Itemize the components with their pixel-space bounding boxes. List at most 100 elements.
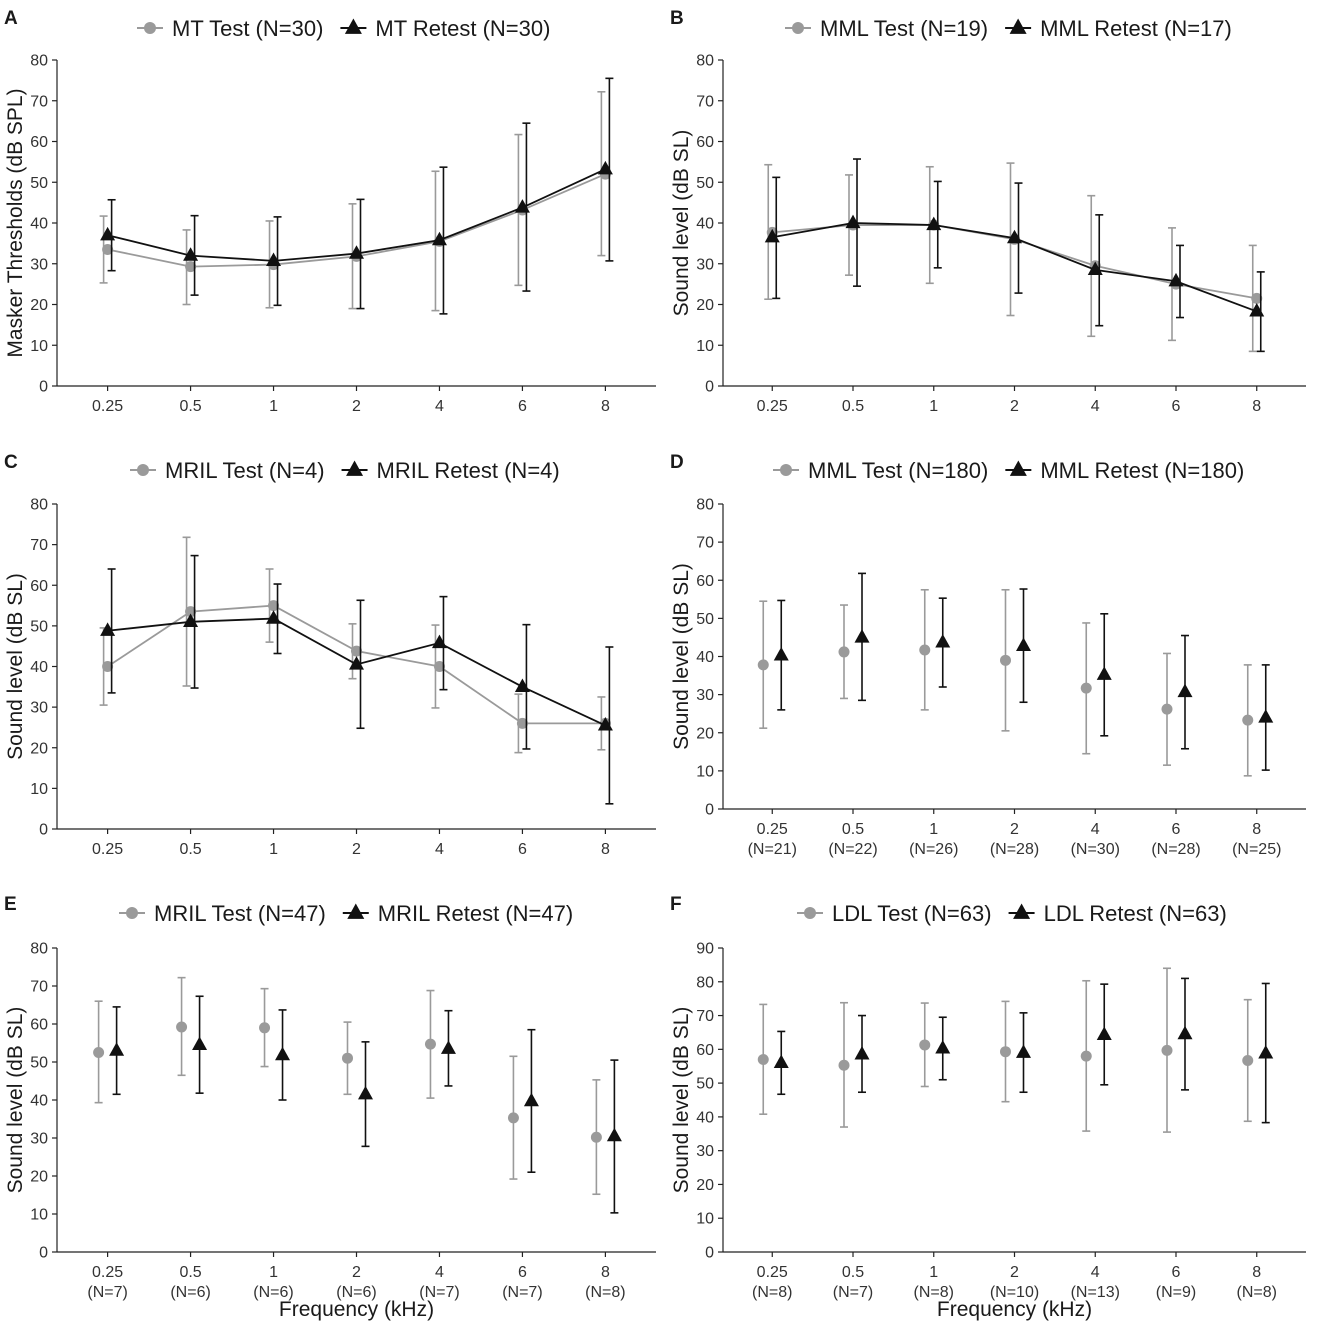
- y-tick-label: 70: [30, 537, 48, 554]
- x-tick-n-label: (N=7): [87, 1284, 127, 1301]
- x-tick-label: 4: [1091, 821, 1100, 838]
- data-point-retest: [1168, 272, 1184, 287]
- legend-test-label: LDL Test (N=63): [832, 901, 992, 926]
- x-tick-n-label: (N=8): [752, 1284, 792, 1301]
- legend: LDL Test (N=63) LDL Retest (N=63): [797, 901, 1227, 926]
- data-point-retest: [1258, 709, 1274, 723]
- x-tick-label: 0.5: [179, 841, 201, 858]
- x-tick-n-label: (N=7): [502, 1284, 542, 1301]
- legend-retest-label: MML Retest (N=180): [1040, 458, 1244, 483]
- panel-letter: D: [670, 452, 684, 473]
- series-test: [99, 536, 611, 754]
- y-tick-label: 30: [30, 1131, 48, 1148]
- x-tick-label: 6: [1172, 398, 1181, 415]
- y-tick-label: 80: [696, 53, 714, 70]
- y-tick-label: 40: [30, 1093, 48, 1110]
- data-point-retest: [926, 216, 942, 231]
- legend-retest-marker: [1009, 460, 1027, 476]
- x-tick-label: 4: [435, 841, 444, 858]
- data-point-retest: [1258, 1045, 1274, 1059]
- data-point-test: [102, 661, 114, 672]
- y-tick-label: 50: [30, 1055, 48, 1072]
- x-tick-label: 1: [929, 398, 938, 415]
- x-tick-label: 4: [1091, 1264, 1100, 1281]
- data-point-test: [838, 646, 850, 658]
- legend-retest-marker: [1009, 18, 1027, 34]
- x-tick-label: 2: [352, 841, 361, 858]
- legend-retest-marker: [344, 18, 362, 34]
- y-tick-label: 10: [30, 1207, 48, 1224]
- x-tick-n-label: (N=25): [1232, 841, 1281, 858]
- legend-retest-marker: [346, 460, 364, 476]
- data-point-test: [1000, 654, 1011, 666]
- x-tick-label: 8: [601, 1264, 610, 1281]
- x-tick-n-label: (N=9): [1156, 1284, 1196, 1301]
- x-tick-label: 0.25: [757, 1264, 788, 1281]
- data-point-retest: [523, 1092, 539, 1107]
- series-test: [764, 162, 1263, 353]
- data-point-test: [1161, 1044, 1173, 1056]
- x-axis-title: Frequency (kHz): [937, 1298, 1092, 1321]
- data-point-test: [259, 1022, 271, 1034]
- data-point-retest: [935, 634, 951, 648]
- y-tick-label: 80: [30, 53, 48, 70]
- series-retest: [109, 995, 622, 1214]
- data-point-test: [102, 243, 114, 255]
- data-point-test: [1000, 1046, 1011, 1058]
- data-point-retest: [1096, 1026, 1112, 1040]
- y-tick-label: 0: [705, 1245, 714, 1262]
- legend-test-marker: [144, 22, 156, 34]
- y-tick-label: 20: [696, 725, 714, 742]
- data-point-retest: [349, 245, 364, 259]
- y-tick-label: 40: [30, 659, 48, 676]
- data-point-test: [507, 1112, 519, 1124]
- data-point-retest: [1177, 1025, 1193, 1040]
- panel-b: B MML Test (N=19) MML Retest (N=17) 0 10 20 30…: [670, 8, 1306, 415]
- data-point-retest: [431, 634, 447, 649]
- legend-retest-label: LDL Retest (N=63): [1044, 901, 1227, 926]
- x-tick-label: 6: [518, 841, 527, 858]
- x-tick-n-label: (N=6): [336, 1284, 376, 1301]
- y-axis-title: Sound level (dB SL): [4, 1007, 27, 1194]
- x-tick-n-label: (N=13): [1071, 1284, 1120, 1301]
- data-point-retest: [773, 1054, 789, 1068]
- y-tick-label: 20: [30, 1169, 48, 1186]
- x-tick-n-label: (N=26): [909, 841, 958, 858]
- y-tick-label: 10: [696, 763, 714, 780]
- x-tick-n-label: (N=7): [833, 1284, 873, 1301]
- x-tick-label: 8: [1252, 398, 1261, 415]
- legend-test-marker: [126, 907, 138, 919]
- legend: MRIL Test (N=4) MRIL Retest (N=4): [130, 458, 560, 483]
- data-point-retest: [845, 214, 861, 229]
- x-tick-n-label: (N=22): [828, 841, 877, 858]
- legend-retest-label: MT Retest (N=30): [375, 16, 550, 41]
- legend-test-marker: [137, 464, 149, 476]
- legend: MRIL Test (N=47) MRIL Retest (N=47): [119, 901, 573, 926]
- x-tick-label: 4: [435, 398, 444, 415]
- panel-letter: F: [670, 894, 682, 915]
- series-line: [107, 617, 606, 727]
- x-tick-n-label: (N=28): [1151, 841, 1200, 858]
- x-tick-label: 0.5: [842, 398, 864, 415]
- y-tick-label: 60: [30, 134, 48, 151]
- y-tick-label: 60: [30, 1017, 48, 1034]
- legend-retest-label: MRIL Retest (N=4): [377, 458, 560, 483]
- y-tick-label: 30: [696, 256, 714, 273]
- data-point-retest: [100, 622, 116, 636]
- y-tick-label: 0: [705, 802, 714, 819]
- y-tick-label: 80: [696, 974, 714, 991]
- y-tick-label: 40: [696, 216, 714, 233]
- y-axis-title: Sound level (dB SL): [670, 563, 693, 750]
- y-tick-label: 10: [696, 338, 714, 355]
- legend-test-label: MRIL Test (N=4): [165, 458, 325, 483]
- y-tick-label: 30: [696, 687, 714, 704]
- y-tick-label: 0: [39, 822, 48, 839]
- y-tick-label: 40: [696, 649, 714, 666]
- series-retest: [773, 572, 1274, 771]
- y-tick-label: 50: [696, 175, 714, 192]
- series-retest: [100, 77, 614, 315]
- legend-retest-label: MRIL Retest (N=47): [378, 901, 573, 926]
- data-point-test: [185, 261, 197, 273]
- series-test: [757, 588, 1254, 777]
- y-tick-label: 50: [30, 618, 48, 635]
